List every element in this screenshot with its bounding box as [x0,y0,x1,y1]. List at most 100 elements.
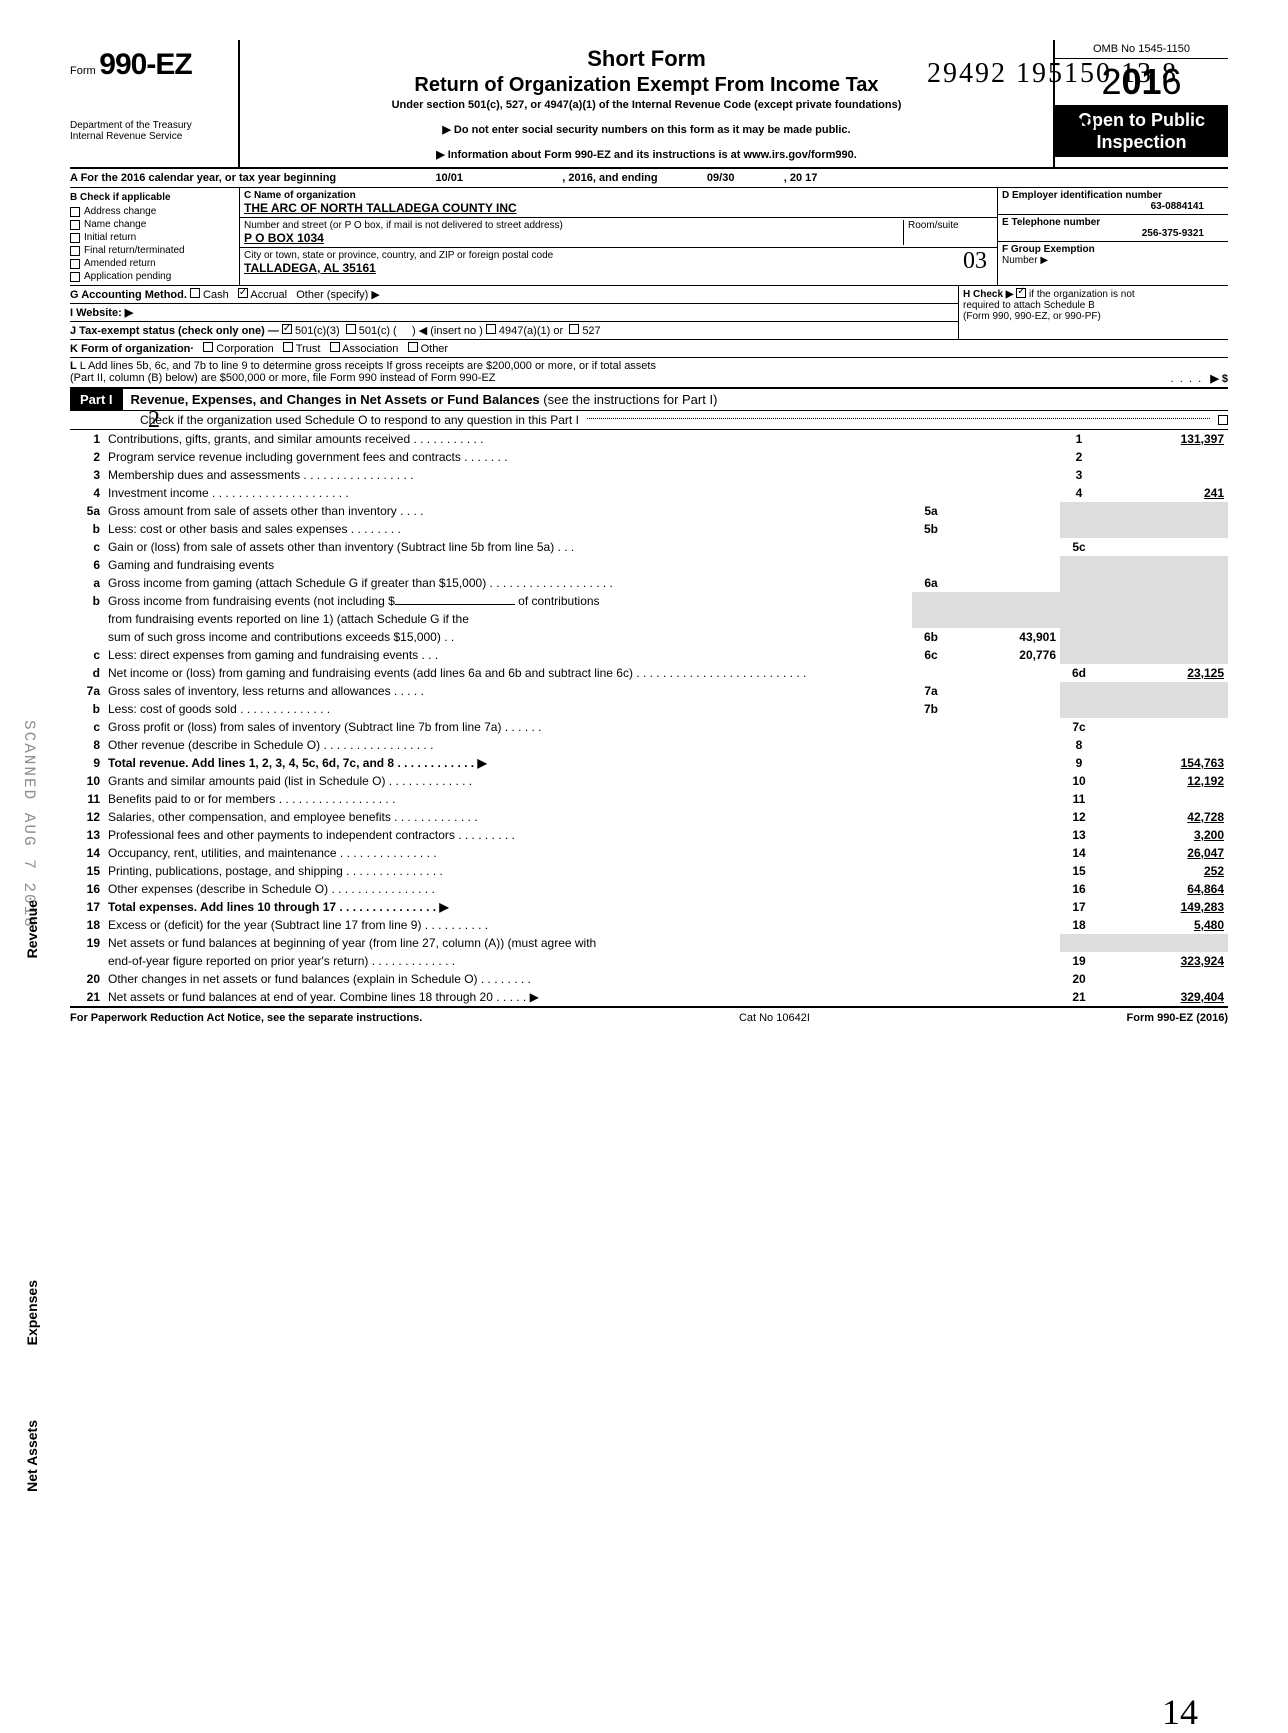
city-label: City or town, state or province, country… [244,250,993,261]
lbl-insert: ) ◀ (insert no ) [412,325,483,337]
row-a: A For the 2016 calendar year, or tax yea… [70,169,1228,188]
handwriting-03: 03 [963,248,987,275]
info-line: ▶ Information about Form 990-EZ and its … [248,148,1045,161]
line-13: 13Professional fees and other payments t… [70,826,1228,844]
tax-year-end: 09/30 [661,172,781,184]
lbl-cash: Cash [203,289,229,301]
line-6: 6Gaming and fundraising events [70,556,1228,574]
line-2: 2Program service revenue including gover… [70,448,1228,466]
lbl-name-change: Name change [84,219,146,230]
section-bcd: B Check if applicable Address change Nam… [70,188,1228,286]
omb-number: OMB No 1545-1150 [1055,40,1228,59]
cb-schedule-o[interactable] [1218,415,1228,425]
cb-501c[interactable] [346,324,356,334]
cb-address-change[interactable] [70,207,80,217]
line-6d: dNet income or (loss) from gaming and fu… [70,664,1228,682]
line-5c: cGain or (loss) from sale of assets othe… [70,538,1228,556]
part1-header: Part I Revenue, Expenses, and Changes in… [70,389,1228,411]
line-7b: bLess: cost of goods sold . . . . . . . … [70,700,1228,718]
i-label: I Website: ▶ [70,307,133,319]
footer-left: For Paperwork Reduction Act Notice, see … [70,1012,422,1024]
side-label-revenue: Revenue [24,900,40,958]
dept-treasury: Department of the Treasury [70,120,232,131]
lbl-trust: Trust [296,343,321,355]
l-arrow: ▶ $ [1210,373,1228,385]
lbl-4947: 4947(a)(1) or [499,325,563,337]
h-line3: (Form 990, 990-EZ, or 990-PF) [963,311,1224,322]
line-8: 8Other revenue (describe in Schedule O) … [70,736,1228,754]
row-ghi: G Accounting Method. Cash Accrual Other … [70,286,1228,340]
line-7a: 7aGross sales of inventory, less returns… [70,682,1228,700]
street-value: P O BOX 1034 [244,231,903,245]
ein-value: 63-0884141 [1002,201,1224,212]
line-9: 9Total revenue. Add lines 1, 2, 3, 4, 5c… [70,754,1228,772]
lbl-final-return: Final return/terminated [84,245,185,256]
footer-right: Form 990-EZ (2016) [1127,1012,1228,1024]
lbl-amended-return: Amended return [84,258,156,269]
line-6c: cLess: direct expenses from gaming and f… [70,646,1228,664]
ssn-warning: ▶ Do not enter social security numbers o… [442,124,850,136]
street-label: Number and street (or P O box, if mail i… [244,220,903,231]
cb-application-pending[interactable] [70,272,80,282]
j-label: J Tax-exempt status (check only one) — [70,325,279,337]
cb-4947[interactable] [486,324,496,334]
line-19-1: 19Net assets or fund balances at beginni… [70,934,1228,952]
cb-final-return[interactable] [70,246,80,256]
cb-other-org[interactable] [408,342,418,352]
c-label: C Name of organization [244,190,993,201]
room-label: Room/suite [908,220,993,231]
org-name: THE ARC OF NORTH TALLADEGA COUNTY INC [244,201,993,215]
cb-name-change[interactable] [70,220,80,230]
line-3: 3Membership dues and assessments . . . .… [70,466,1228,484]
h-label: H Check ▶ [963,289,1013,300]
tax-year-begin: 10/01 [339,172,559,184]
k-label: K Form of organization· [70,343,194,355]
line-6b-3: sum of such gross income and contributio… [70,628,1228,646]
line-15: 15Printing, publications, postage, and s… [70,862,1228,880]
col-d: D Employer identification number 63-0884… [998,188,1228,285]
row-a-mid: , 2016, and ending [562,172,657,184]
cb-h[interactable] [1016,288,1026,298]
side-label-expenses: Expenses [24,1280,40,1345]
phone-value: 256-375-9321 [1002,228,1224,239]
handwriting-14: 14 [1162,1691,1198,1733]
dept-irs: Internal Revenue Service [70,131,232,142]
form-number: 990-EZ [99,48,191,81]
cb-cash[interactable] [190,288,200,298]
side-label-netassets: Net Assets [24,1420,40,1492]
cb-amended-return[interactable] [70,259,80,269]
lbl-other-method: Other (specify) ▶ [296,289,380,301]
lines-table: 1Contributions, gifts, grants, and simil… [70,430,1228,1006]
line-6b-2: from fundraising events reported on line… [70,610,1228,628]
h-line1b: if the organization is not [1029,289,1135,300]
part1-title: Revenue, Expenses, and Changes in Net As… [131,392,540,407]
cb-assoc[interactable] [330,342,340,352]
footer-mid: Cat No 10642I [739,1012,810,1024]
line-4: 4Investment income . . . . . . . . . . .… [70,484,1228,502]
line-6b-1: bGross income from fundraising events (n… [70,592,1228,610]
lbl-other-org: Other [421,343,449,355]
footer: For Paperwork Reduction Act Notice, see … [70,1006,1228,1024]
f-label: F Group Exemption [1002,244,1095,255]
line-16: 16Other expenses (describe in Schedule O… [70,880,1228,898]
cb-initial-return[interactable] [70,233,80,243]
cb-501c3[interactable] [282,324,292,334]
lbl-assoc: Association [342,343,398,355]
row-a-endyear: , 20 17 [784,172,818,184]
cb-trust[interactable] [283,342,293,352]
line-10: 10Grants and similar amounts paid (list … [70,772,1228,790]
cb-accrual[interactable] [238,288,248,298]
lbl-accrual: Accrual [250,289,287,301]
row-l: L L Add lines 5b, 6c, and 7b to line 9 t… [70,358,1228,389]
lbl-corp: Corporation [216,343,273,355]
line-17: 17Total expenses. Add lines 10 through 1… [70,898,1228,916]
b-header: B Check if applicable [70,190,239,205]
cb-corp[interactable] [203,342,213,352]
line-5a: 5aGross amount from sale of assets other… [70,502,1228,520]
cb-527[interactable] [569,324,579,334]
part1-title-paren: (see the instructions for Part I) [540,392,718,407]
line-20: 20Other changes in net assets or fund ba… [70,970,1228,988]
line-19-2: end-of-year figure reported on prior yea… [70,952,1228,970]
check-o-text: Check if the organization used Schedule … [140,413,579,427]
city-value: TALLADEGA, AL 35161 [244,261,993,275]
